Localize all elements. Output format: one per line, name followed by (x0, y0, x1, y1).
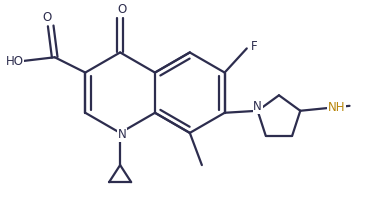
Text: HO: HO (5, 55, 23, 68)
Text: O: O (117, 3, 127, 16)
Text: N: N (118, 128, 126, 141)
Text: NH: NH (328, 101, 345, 114)
Text: O: O (43, 11, 52, 24)
Text: F: F (251, 40, 257, 53)
Text: N: N (253, 100, 262, 113)
